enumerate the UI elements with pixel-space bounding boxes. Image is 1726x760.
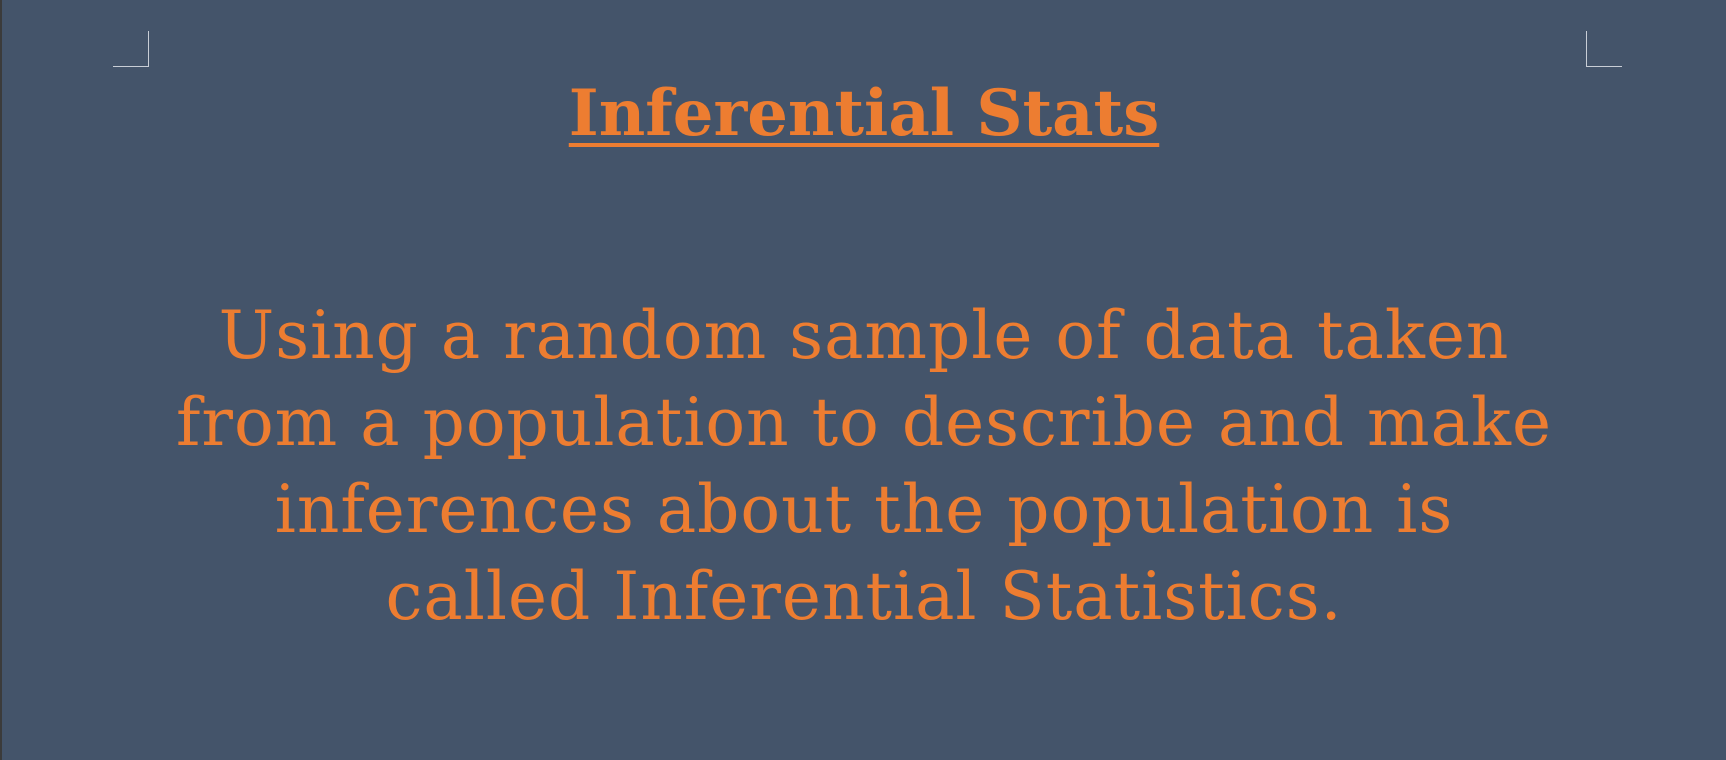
document-title: Inferential Stats xyxy=(568,76,1160,151)
document-body-text: Using a random sample of data taken from… xyxy=(175,297,1553,635)
margin-corner-marker-top-left xyxy=(113,31,149,67)
margin-corner-marker-top-right xyxy=(1586,31,1622,67)
